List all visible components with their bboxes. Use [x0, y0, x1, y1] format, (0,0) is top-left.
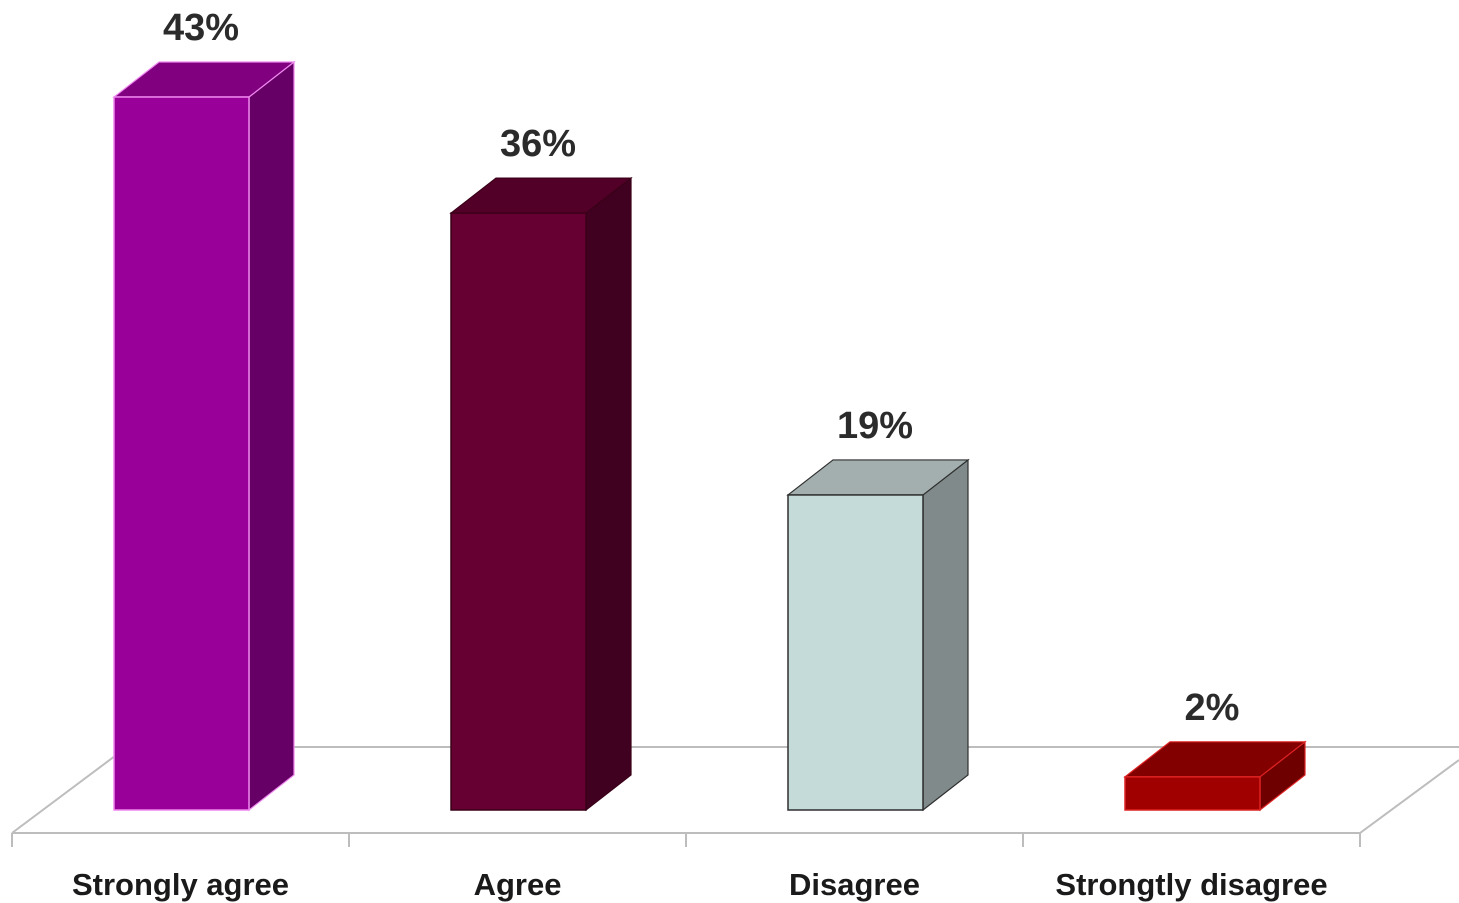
x-axis-ticks [348, 833, 1361, 847]
bar-front-face [113, 96, 250, 811]
bar-front-face [450, 212, 587, 811]
bar-side-face [922, 458, 969, 812]
bar-front-face [787, 494, 924, 811]
bar-strongly-agree [112, 60, 296, 812]
value-labels: 43% 36% 19% 2% [163, 7, 1239, 729]
data-label: 2% [1185, 687, 1240, 729]
bars [112, 60, 1307, 812]
category-labels: Strongly agree Agree Disagree Strongtly dis… [72, 867, 1328, 902]
data-label: 43% [163, 7, 239, 49]
bar-disagree [786, 458, 970, 812]
bar-strongtly-disagree [1123, 740, 1307, 812]
bar-side-face [248, 60, 295, 812]
x-tick-label: Strongtly disagree [1055, 867, 1327, 902]
x-tick-label: Strongly agree [72, 867, 289, 902]
bar-side-face [585, 176, 632, 812]
bar-agree [449, 176, 633, 812]
data-label: 36% [500, 123, 576, 165]
data-label: 19% [837, 405, 913, 447]
bar-front-face [1124, 776, 1261, 811]
x-tick-label: Disagree [789, 867, 920, 902]
x-tick-label: Agree [474, 867, 562, 902]
